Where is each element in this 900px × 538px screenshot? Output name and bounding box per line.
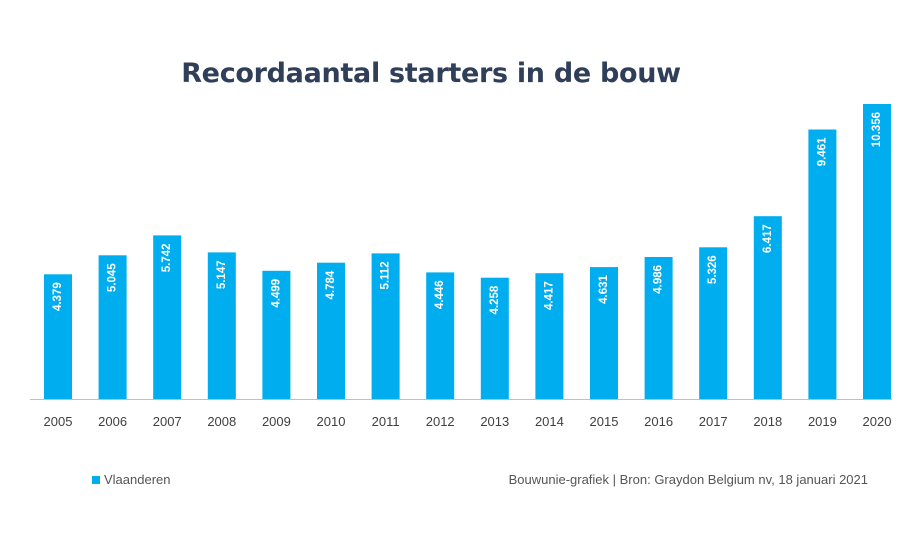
x-tick-2019: 2019 [808, 414, 837, 429]
bar-2010 [317, 262, 345, 399]
data-label-2014: 4.417 [543, 281, 555, 310]
data-label-2015: 4.631 [598, 274, 610, 303]
data-label-2007: 5.742 [161, 243, 173, 272]
x-tick-2005: 2005 [44, 414, 73, 429]
bar-2009 [262, 270, 291, 399]
data-label-2013: 4.258 [489, 285, 501, 314]
x-tick-2010: 2010 [317, 414, 346, 429]
data-label-2008: 5.147 [216, 260, 228, 289]
x-tick-2016: 2016 [644, 414, 673, 429]
x-tick-labels: 2005 2006 2007 2008 2009 2010 2011 2012 2013 2014… [44, 414, 892, 429]
x-tick-2012: 2012 [426, 414, 455, 429]
x-tick-2020: 2020 [863, 414, 892, 429]
legend-swatch [92, 475, 100, 484]
x-tick-2013: 2013 [480, 414, 509, 429]
bar-2012 [426, 272, 455, 399]
x-tick-2014: 2014 [535, 414, 564, 429]
bar-2014 [535, 273, 564, 399]
data-label-2010: 4.784 [325, 270, 337, 299]
data-label-2005: 4.379 [52, 282, 64, 311]
data-label-2017: 5.326 [707, 255, 719, 284]
data-label-2006: 5.045 [107, 263, 119, 292]
x-tick-2007: 2007 [153, 414, 182, 429]
x-tick-2011: 2011 [372, 414, 400, 429]
x-tick-2018: 2018 [753, 414, 782, 429]
data-label-2019: 9.461 [816, 137, 828, 166]
bar-2017 [699, 247, 728, 399]
x-tick-2009: 2009 [262, 414, 291, 429]
legend-label: Vlaanderen [104, 472, 171, 487]
bar-2018 [753, 216, 782, 399]
data-label-2016: 4.986 [653, 265, 665, 294]
bar-2015 [590, 267, 618, 399]
bars-layer: 4.379 5.045 5.742 5.147 4.499 4.784 5.112 4.446… [44, 104, 891, 399]
x-tick-2008: 2008 [207, 414, 236, 429]
bar-2020 [863, 104, 891, 399]
x-tick-2006: 2006 [98, 414, 127, 429]
data-label-2018: 6.417 [762, 224, 774, 253]
bar-2011 [371, 253, 400, 399]
source-note: Bouwunie-grafiek | Bron: Graydon Belgium… [508, 472, 868, 487]
bar-2005 [44, 274, 72, 399]
data-label-2011: 5.112 [380, 261, 392, 289]
bar-2013 [480, 277, 509, 399]
bar-2016 [644, 257, 673, 399]
bar-2007 [153, 235, 182, 399]
chart-title: Recordaantal starters in de bouw [181, 58, 681, 89]
data-label-2012: 4.446 [434, 280, 446, 309]
bar-2008 [207, 252, 236, 399]
data-label-2020: 10.356 [871, 112, 883, 147]
x-tick-2017: 2017 [699, 414, 728, 429]
bar-2006 [98, 255, 127, 399]
x-tick-2015: 2015 [590, 414, 619, 429]
bar-2019 [808, 129, 837, 399]
legend: Vlaanderen [92, 472, 171, 487]
data-label-2009: 4.499 [270, 279, 282, 308]
